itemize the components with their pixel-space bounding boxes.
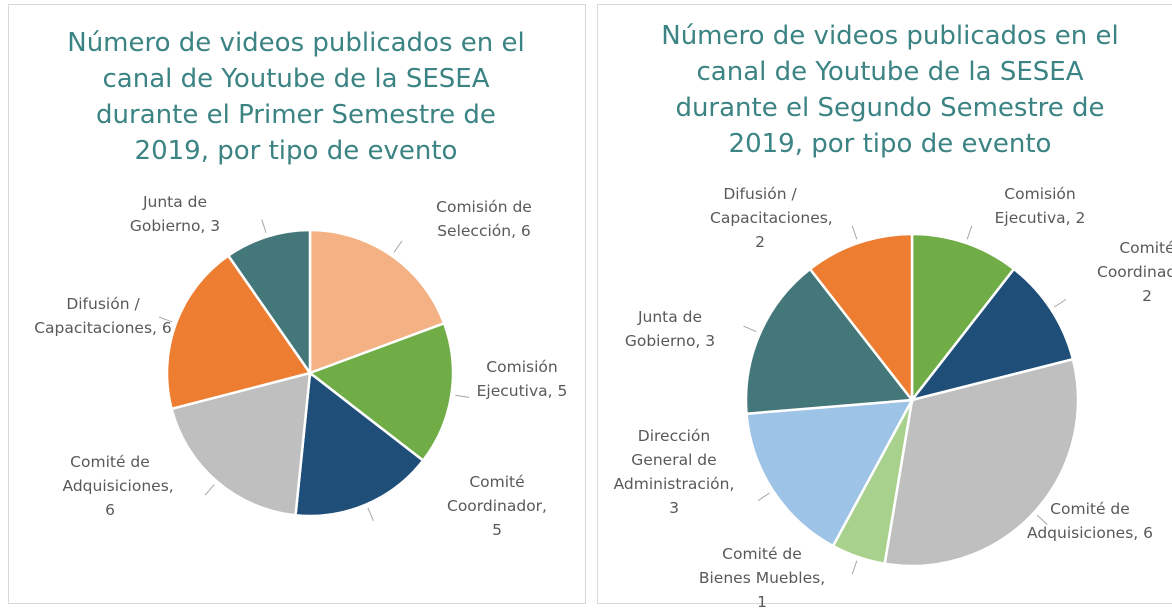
data-label: Comisión de Selección, 6 [436,198,532,240]
leader-line [966,225,973,240]
data-label: Difusión / Capacitaciones, 6 [34,295,172,337]
pie-slice [308,228,446,375]
leader-line [743,325,757,333]
pie-slice [226,228,312,377]
pie-slice [883,357,1080,568]
leader-line [455,394,470,398]
data-label: Comité Coordinador, 5 [447,473,547,539]
leader-line [261,219,267,233]
data-label: Comité Coordinador, 2 [1097,239,1172,305]
leader-line [204,484,215,496]
pie-slice [294,370,425,518]
pie-slice [910,232,1016,404]
pie-slice [744,267,915,416]
data-label: Junta de Gobierno, 3 [129,193,221,235]
pie-slice [170,371,312,517]
data-label: Comité de Adquisiciones, 6 [62,453,174,519]
leader-line [367,507,374,522]
pie-slice [745,398,915,548]
data-label: Comisión Ejecutiva, 2 [994,185,1086,227]
chart-title: Número de videos publicados en el canal … [661,21,1119,159]
data-label: Comisión Ejecutiva, 5 [476,358,568,400]
data-label: Junta de Gobierno, 3 [624,308,716,350]
pie-slice [808,232,914,404]
data-label: Dirección General de Administración, 3 [613,427,735,517]
chart-title: Número de videos publicados en el canal … [67,28,525,166]
leader-line [851,560,858,575]
charts [158,219,1080,575]
leader-line [1054,298,1067,308]
leader-line [851,225,858,240]
leader-line [757,492,770,502]
leader-line [393,240,403,253]
pie-slice [165,253,313,411]
data-label: Comité de Bienes Muebles, 1 [698,545,826,611]
pie-slice [908,267,1075,403]
pie-slice [307,321,455,463]
data-label: Difusión / Capacitaciones, 2 [710,185,833,251]
leader-line [158,316,173,323]
page: {"chart_data": [ {"type": "pie", "title"… [8,4,1172,611]
leader-line [1036,514,1048,525]
data-label: Comité de Adquisiciones, 6 [1027,500,1153,542]
